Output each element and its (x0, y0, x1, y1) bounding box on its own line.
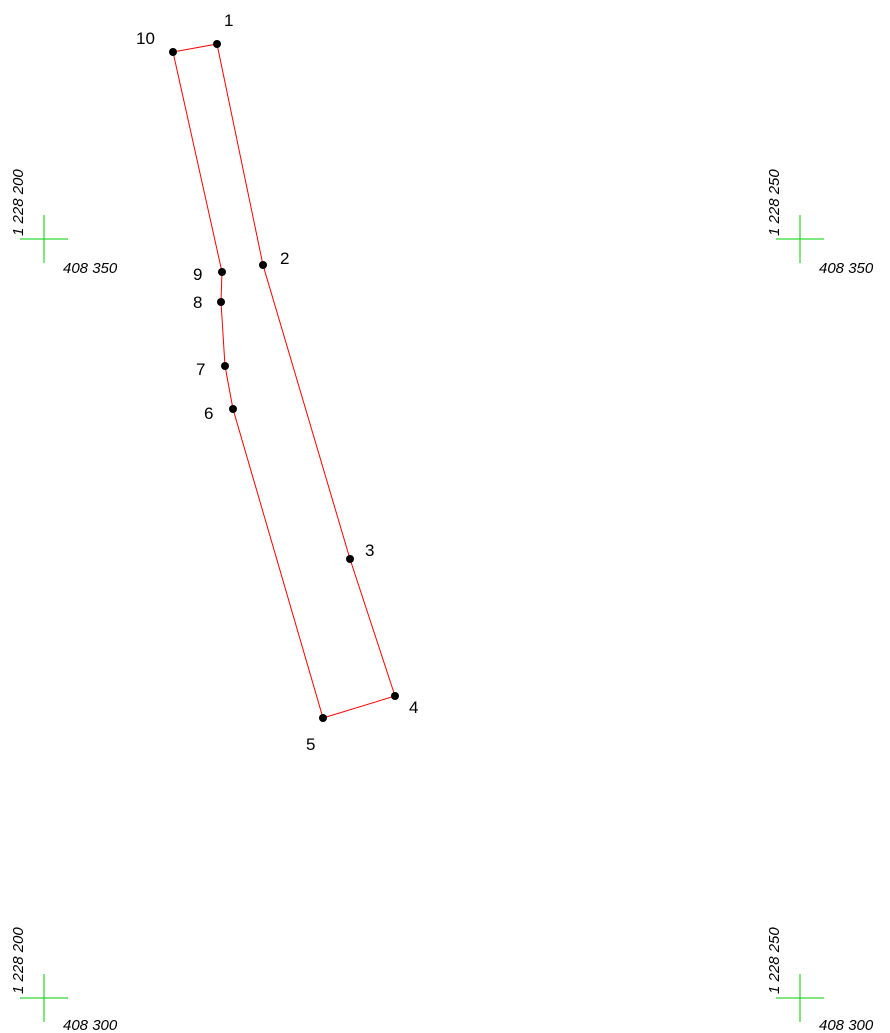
grid-y-coordinate-label: 1 228 200 (10, 927, 27, 994)
grid-x-coordinate-label: 408 350 (63, 260, 118, 277)
vertex-label-1: 1 (224, 11, 233, 30)
vertex-label-2: 2 (280, 249, 289, 268)
vertex-label-5: 5 (306, 735, 315, 754)
vertex-point-9 (218, 268, 226, 276)
grid-cross-top-right: 1 228 250 408 350 (766, 169, 874, 277)
vertex-label-6: 6 (204, 404, 213, 423)
vertex-point-1 (213, 40, 221, 48)
vertex-point-7 (221, 362, 229, 370)
grid-cross-bottom-left: 1 228 200 408 300 (10, 927, 118, 1033)
vertex-label-7: 7 (196, 360, 205, 379)
vertex-point-10 (169, 48, 177, 56)
grid-y-coordinate-label: 1 228 200 (10, 169, 27, 236)
parcel-boundary (172, 43, 396, 719)
vertex-point-2 (259, 261, 267, 269)
grid-cross-bottom-right: 1 228 250 408 300 (766, 927, 874, 1033)
vertex-label-9: 9 (193, 265, 202, 284)
grid-y-coordinate-label: 1 228 250 (766, 927, 783, 994)
vertex-label-4: 4 (409, 698, 418, 717)
vertex-point-6 (229, 405, 237, 413)
vertex-label-3: 3 (365, 541, 374, 560)
grid-y-coordinate-label: 1 228 250 (766, 169, 783, 236)
vertex-point-3 (346, 555, 354, 563)
grid-x-coordinate-label: 408 300 (819, 1017, 874, 1033)
grid-x-coordinate-label: 408 350 (819, 260, 874, 277)
vertex-point-4 (391, 692, 399, 700)
grid-x-coordinate-label: 408 300 (63, 1017, 118, 1033)
vertex-label-10: 10 (136, 29, 155, 48)
vertex-point-5 (319, 714, 327, 722)
vertex-label-8: 8 (193, 293, 202, 312)
parcel-vertex-labels: 1 2 3 4 5 6 7 8 9 10 (136, 11, 418, 754)
grid-cross-top-left: 1 228 200 408 350 (10, 169, 118, 277)
parcel-vertices (169, 40, 399, 722)
vertex-point-8 (217, 298, 225, 306)
